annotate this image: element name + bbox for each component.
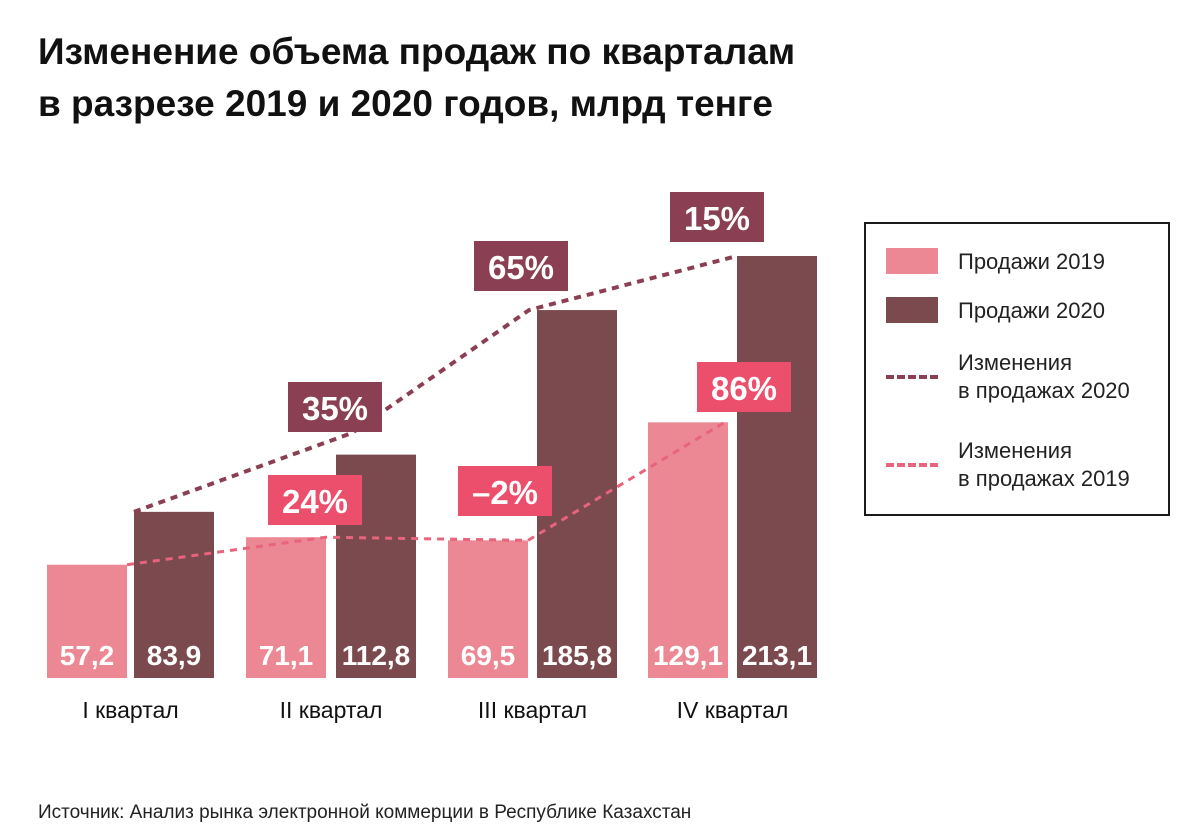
change-badge-2020-3-label: 15% [684, 200, 750, 237]
legend-label-change-2020: Изменения в продажах 2020 [958, 349, 1168, 405]
chart-title-line-2: в разрезе 2019 и 2020 годов, млрд тенге [38, 83, 773, 124]
legend-line-change-2019 [886, 463, 938, 467]
x-tick-label-q3: III квартал [478, 697, 587, 723]
data-label-2019-q2: 71,1 [259, 640, 314, 671]
x-tick-label-q4: IV квартал [677, 697, 789, 723]
legend-label-sales-2020: Продажи 2020 [958, 298, 1105, 323]
legend-label-sales-2019: Продажи 2019 [958, 249, 1105, 274]
bar-2020-q1 [134, 511, 214, 678]
change-badge-2020-2-box [474, 241, 568, 291]
data-label-2020-q1: 83,9 [147, 640, 202, 671]
change-badge-2019-2-label: –2% [472, 474, 538, 511]
data-label-2020-q2: 112,8 [342, 640, 411, 671]
change-badge-2019-2-box [458, 466, 552, 516]
legend-label-change-2020-line-2: в продажах 2020 [958, 378, 1130, 403]
change-badge-2019-3-box [697, 362, 791, 412]
bar-2019-q1 [47, 564, 127, 678]
legend-item-sales-2019: Продажи 2019 [866, 242, 1168, 302]
legend-label-change-2019-line-1: Изменения [958, 438, 1072, 463]
data-label-2019-q3: 69,5 [461, 640, 516, 671]
data-label-2019-q1: 57,2 [60, 640, 115, 671]
legend-label-change-2020-line-1: Изменения [958, 350, 1072, 375]
data-label-2019-q4: 129,1 [653, 640, 723, 671]
change-badge-2019-3-label: 86% [711, 370, 777, 407]
change-badge-2020-1-box [288, 382, 382, 432]
bar-2020-q4 [737, 256, 817, 678]
change-badge-2020-1-label: 35% [302, 390, 368, 427]
source-note: Источник: Анализ рынка электронной комме… [38, 802, 692, 823]
legend-label-change-2019: Изменения в продажах 2019 [958, 437, 1168, 493]
change-line-2020 [133, 254, 738, 514]
bar-2019-q4 [648, 422, 728, 678]
change-badge-2019-1-label: 24% [282, 483, 348, 520]
chart-title: Изменение объема продаж по кварталам в р… [38, 26, 938, 130]
legend-item-change-2019: Изменения в продажах 2019 [866, 437, 1168, 497]
change-badge-2020-2-label: 65% [488, 249, 554, 286]
bar-2019-q2 [246, 537, 326, 678]
x-tick-label-q2: II квартал [280, 697, 383, 723]
legend-item-sales-2020: Продажи 2020 [866, 294, 1168, 354]
data-label-2020-q4: 213,1 [742, 640, 812, 671]
bar-2019-q3 [448, 540, 528, 678]
legend-line-change-2020 [886, 375, 938, 379]
legend: Продажи 2019 Продажи 2020 Изменения в пр… [864, 222, 1170, 516]
legend-swatch-sales-2019 [886, 248, 938, 274]
data-label-2020-q3: 185,8 [542, 640, 612, 671]
x-tick-label-q1: I квартал [82, 697, 178, 723]
legend-item-change-2020: Изменения в продажах 2020 [866, 349, 1168, 409]
chart-title-line-1: Изменение объема продаж по кварталам [38, 31, 796, 72]
legend-swatch-sales-2020 [886, 297, 938, 323]
change-badge-2019-1-box [268, 475, 362, 525]
change-line-2019 [126, 419, 729, 567]
change-badge-2020-3-box [670, 192, 764, 242]
legend-label-change-2019-line-2: в продажах 2019 [958, 466, 1130, 491]
